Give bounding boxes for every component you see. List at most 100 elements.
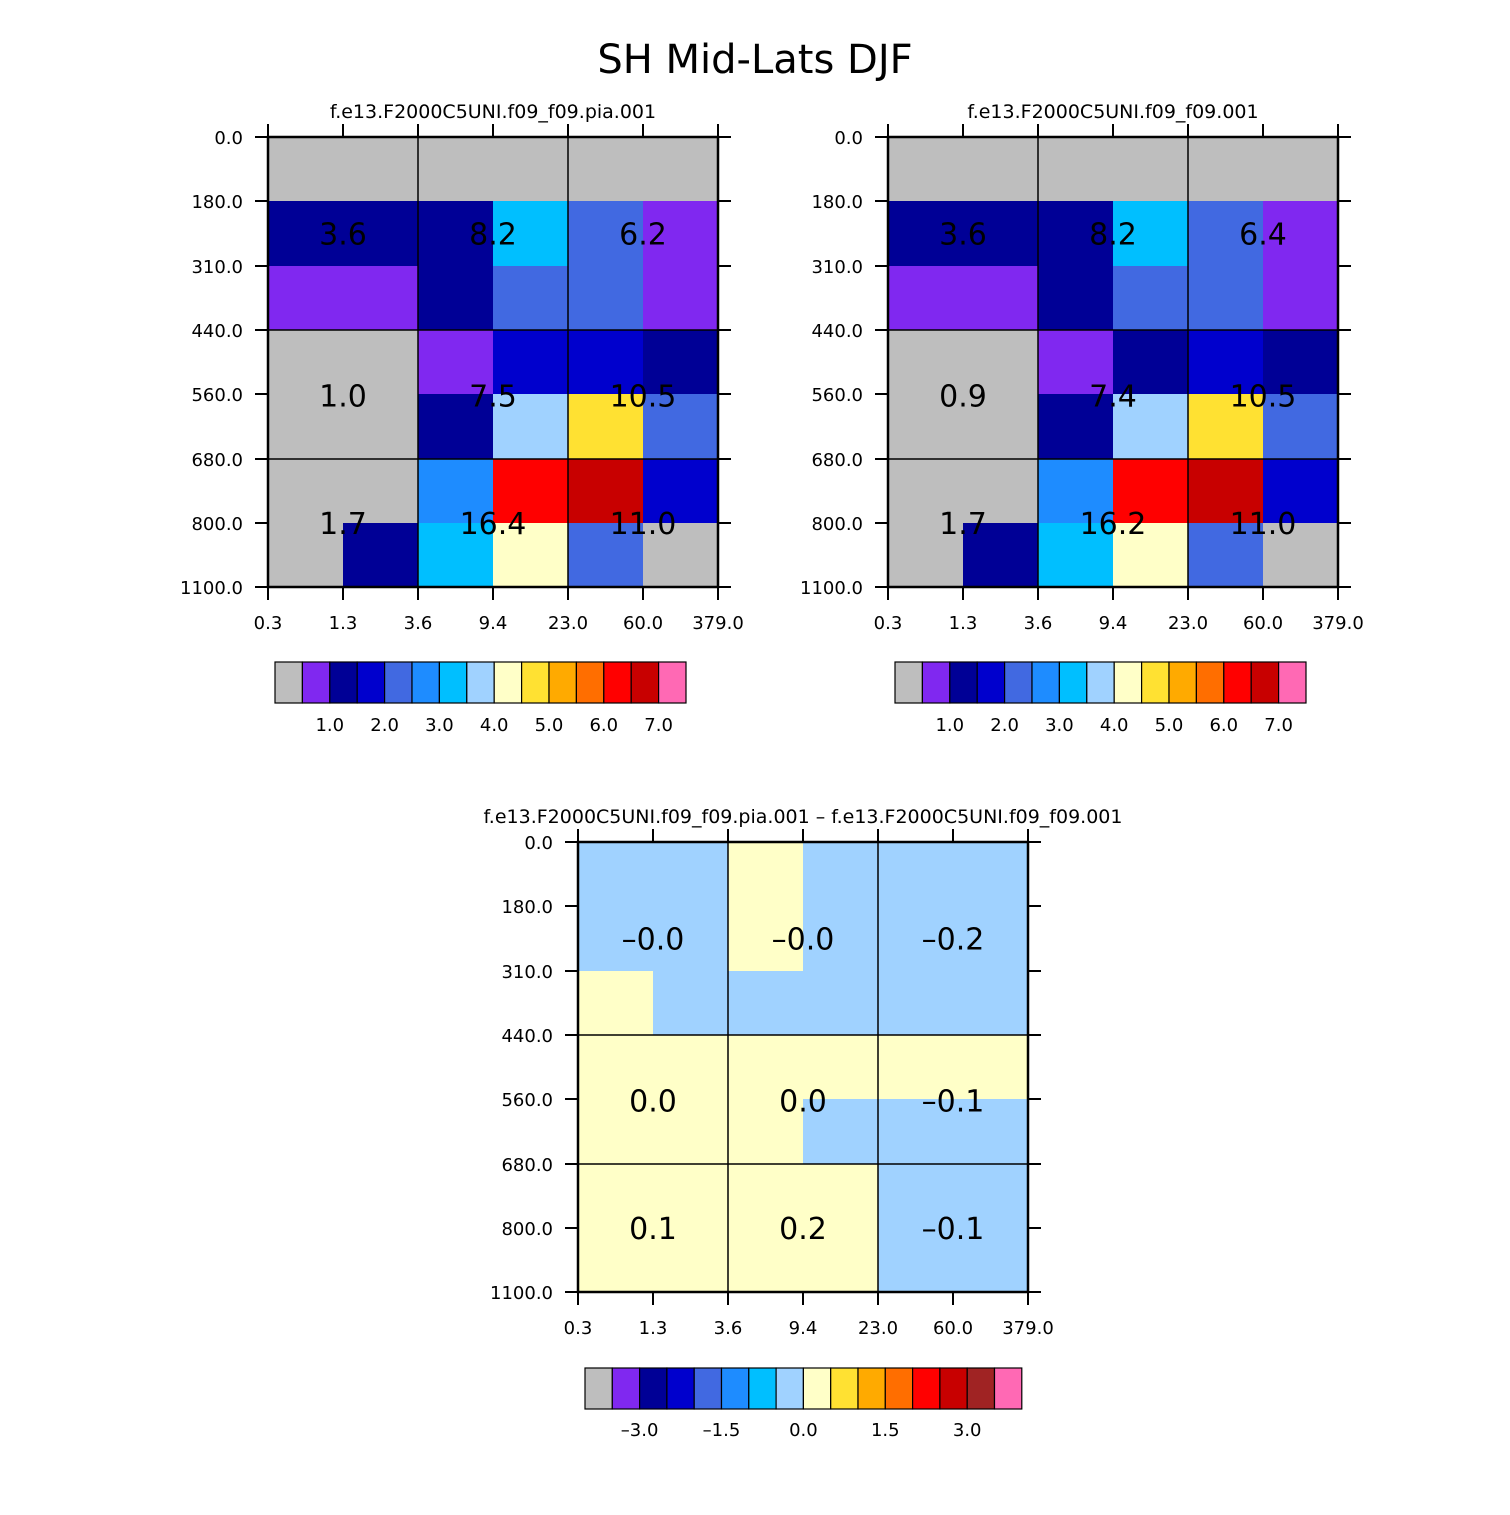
heatmap-cell <box>418 459 494 524</box>
heatmap-cell <box>888 523 964 588</box>
colorbar-box <box>939 1367 968 1410</box>
colorbar-box <box>921 661 951 704</box>
main-title: SH Mid-Lats DJF <box>597 37 912 83</box>
cell-value-label: 6.2 <box>619 218 667 253</box>
x-tick-label: 60.0 <box>623 613 663 634</box>
colorbar-box <box>1195 661 1225 704</box>
x-tick-label: 379.0 <box>1312 613 1364 634</box>
colorbar-box <box>657 661 687 704</box>
heatmap-cell <box>888 137 964 202</box>
heatmap-cell <box>1113 459 1189 524</box>
heatmap-cell <box>343 137 419 202</box>
y-tick-label: 800.0 <box>811 514 863 535</box>
heatmap-cell <box>728 971 804 1036</box>
heatmap-cell <box>343 266 419 331</box>
colorbar-box <box>411 661 440 704</box>
colorbar-box <box>976 661 1006 704</box>
colorbar-label: 4.0 <box>480 715 509 736</box>
x-tick-label: 3.6 <box>1024 613 1053 634</box>
heatmap-cell <box>643 137 719 202</box>
y-tick-label: 680.0 <box>811 450 863 471</box>
colorbar-box <box>611 1367 641 1410</box>
cell-value-label: 6.4 <box>1239 218 1287 253</box>
colorbar-box <box>993 1367 1023 1410</box>
colorbar-label: 6.0 <box>589 715 618 736</box>
heatmap-cell <box>493 201 569 267</box>
cell-value-label: 0.0 <box>779 1085 827 1120</box>
heatmap-cell <box>953 1228 1029 1293</box>
heatmap-cell <box>343 459 419 524</box>
x-tick-label: 1.3 <box>329 613 358 634</box>
y-tick-label: 1100.0 <box>490 1283 553 1304</box>
colorbar-box <box>1113 661 1143 704</box>
cell-value-label: 16.2 <box>1080 507 1147 542</box>
heatmap-cell <box>418 266 494 331</box>
colorbar: –3.0 –1.5 0.0 1.5 3.0 <box>584 1367 1023 1441</box>
heatmap-cell <box>888 266 964 331</box>
heatmap-cell <box>1263 459 1339 524</box>
heatmap-cell <box>803 1164 879 1229</box>
colorbar-box <box>1086 661 1115 704</box>
colorbar: 1.0 2.0 3.0 4.0 5.0 6.0 7.0 <box>274 661 687 736</box>
heatmap-cell <box>728 1099 804 1165</box>
heatmap-cell <box>1038 523 1114 588</box>
cell-value-label: –0.2 <box>922 923 985 958</box>
cell-value-label: 7.4 <box>1089 380 1137 415</box>
y-tick-label: 1100.0 <box>800 578 863 599</box>
y-tick-label: 680.0 <box>501 1155 553 1176</box>
heatmap-cell <box>653 906 729 972</box>
cell-value-label: 3.6 <box>939 218 987 253</box>
cell-value-label: 0.9 <box>939 380 987 415</box>
heatmap-cell <box>1188 459 1264 524</box>
cell-value-label: 0.0 <box>629 1085 677 1120</box>
heatmap-cell <box>643 459 719 524</box>
x-tick-label: 379.0 <box>692 613 744 634</box>
colorbar-label: 3.0 <box>953 1420 982 1441</box>
heatmap-cell <box>343 330 419 395</box>
heatmap-cell <box>953 971 1029 1036</box>
y-tick-label: 0.0 <box>524 833 553 854</box>
colorbar-box <box>1250 661 1280 704</box>
cell-value-label: 1.7 <box>319 507 367 542</box>
heatmap-cell <box>653 1035 729 1100</box>
colorbar-label: 7.0 <box>1264 715 1293 736</box>
heatmap-cell <box>1188 394 1264 460</box>
heatmap-cell <box>953 1164 1029 1229</box>
x-tick-label: 3.6 <box>714 1318 743 1339</box>
heatmap-cell <box>568 201 644 267</box>
heatmap-cell <box>1188 137 1264 202</box>
heatmap-cell <box>268 523 344 588</box>
colorbar-box <box>949 661 978 704</box>
colorbar-label: 1.0 <box>315 715 344 736</box>
colorbar-box <box>1031 661 1060 704</box>
heatmap-cell <box>803 1035 879 1100</box>
colorbar-box <box>548 661 577 704</box>
colorbar: 1.0 2.0 3.0 4.0 5.0 6.0 7.0 <box>894 661 1307 736</box>
cell-value-label: 11.0 <box>1230 507 1297 542</box>
heatmap-cell <box>653 842 729 907</box>
y-tick-label: 800.0 <box>501 1219 553 1240</box>
heatmap-cell <box>578 842 654 907</box>
heatmap-cell <box>418 394 494 460</box>
cell-value-label: 1.0 <box>319 380 367 415</box>
x-tick-label: 0.3 <box>874 613 903 634</box>
heatmap-cell <box>1113 330 1189 395</box>
cell-value-label: 10.5 <box>610 380 677 415</box>
heatmap-cell <box>493 459 569 524</box>
colorbar-label: 4.0 <box>1100 715 1129 736</box>
x-tick-label: 379.0 <box>1002 1318 1054 1339</box>
heatmap-cell <box>578 971 654 1036</box>
heatmap-cell <box>493 330 569 395</box>
colorbar-box <box>720 1367 750 1410</box>
heatmap-cell <box>418 330 494 395</box>
heatmap-cell <box>1038 459 1114 524</box>
heatmap-cell <box>568 266 644 331</box>
heatmap-cell <box>268 394 344 460</box>
x-tick-label: 3.6 <box>404 613 433 634</box>
colorbar-box <box>1277 661 1307 704</box>
heatmap-cell <box>963 330 1039 395</box>
heatmap-cell <box>1263 394 1339 460</box>
y-tick-label: 310.0 <box>191 257 243 278</box>
y-tick-label: 800.0 <box>191 514 243 535</box>
